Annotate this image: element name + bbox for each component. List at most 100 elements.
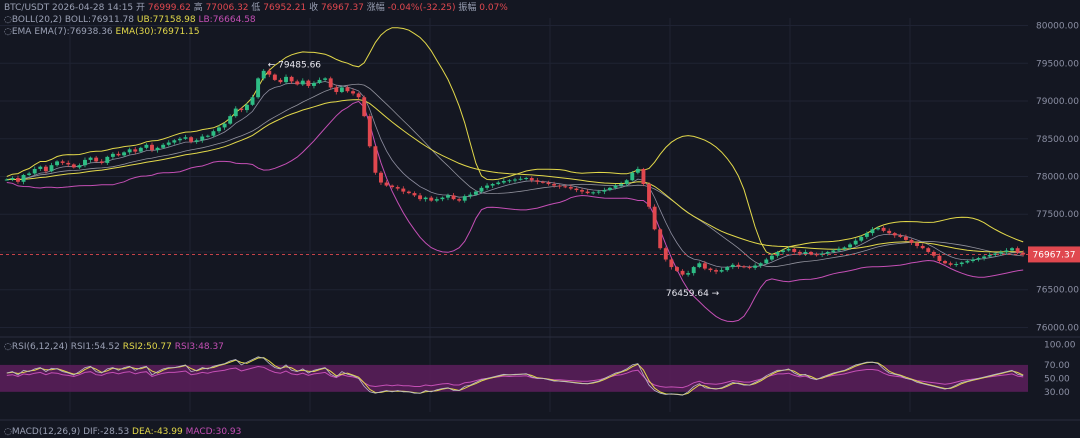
price-tick-label: 77500.00 <box>1036 210 1079 220</box>
candle-body <box>585 191 590 194</box>
candle-body <box>88 157 93 160</box>
candle-body <box>317 79 322 83</box>
candle-body <box>920 245 925 249</box>
candle-body <box>272 74 277 80</box>
candle-body <box>328 78 333 88</box>
rsi3-line <box>6 365 1024 389</box>
candle-body <box>624 180 629 185</box>
candle-body <box>267 70 272 75</box>
candle-body <box>110 153 115 157</box>
candle-body <box>736 264 741 267</box>
candle-body <box>133 149 138 152</box>
candle-body <box>94 157 99 162</box>
candle-body <box>496 182 501 185</box>
macd-legend: ◌MACD(12,26,9) DIF:-28.53 DEA:-43.99 MAC… <box>4 427 241 437</box>
candle-body <box>138 147 143 152</box>
candle-body <box>769 255 774 260</box>
price-tick-label: 76000.00 <box>1036 323 1079 333</box>
candle-body <box>501 181 506 183</box>
boll-upper-line <box>6 27 1024 255</box>
candle-body <box>529 178 534 181</box>
candle-body <box>27 173 32 175</box>
candle-body <box>898 235 903 237</box>
candle-body <box>161 144 166 148</box>
candle-body <box>451 195 456 200</box>
rsi-tick-label: 50.00 <box>1044 374 1070 384</box>
candle-body <box>406 191 411 194</box>
candle-body <box>876 227 880 230</box>
candle-body <box>568 187 573 189</box>
candle-body <box>652 206 657 230</box>
candle-body <box>758 263 763 266</box>
price-tick-label: 78500.00 <box>1036 135 1079 145</box>
candle-body <box>457 199 462 201</box>
candle-body <box>809 251 813 255</box>
candle-body <box>423 197 428 200</box>
price-tick-label: 76500.00 <box>1036 286 1079 296</box>
candle-body <box>200 136 205 141</box>
boll-mid-line <box>6 83 1024 268</box>
candle-body <box>395 187 400 189</box>
candle-body <box>278 79 283 83</box>
price-tick-label: 79000.00 <box>1036 97 1079 107</box>
price-tick-label: 79500.00 <box>1036 59 1079 69</box>
candle-body <box>507 180 512 182</box>
candle-body <box>356 93 361 98</box>
candle-body <box>602 190 607 192</box>
candle-body <box>998 251 1003 254</box>
candle-body <box>702 263 707 269</box>
candle-body <box>479 187 484 192</box>
candle-body <box>127 149 132 153</box>
candle-body <box>211 131 216 136</box>
candle-body <box>691 267 696 274</box>
candle-body <box>764 259 769 264</box>
candle-body <box>289 76 294 82</box>
candle-body <box>311 82 316 86</box>
candle-body <box>434 199 439 201</box>
candle-body <box>675 267 679 271</box>
candle-body <box>557 185 562 187</box>
candle-body <box>574 188 579 191</box>
rsi-tick-label: 100.00 <box>1044 341 1076 351</box>
candle-body <box>635 168 640 173</box>
candle-body <box>77 165 82 168</box>
candle-body <box>172 140 177 143</box>
candle-body <box>244 104 249 111</box>
candle-body <box>948 263 953 265</box>
candle-body <box>177 138 182 141</box>
candle-body <box>836 248 841 251</box>
candle-body <box>792 248 797 252</box>
candle-body <box>982 256 987 259</box>
candle-body <box>552 184 557 186</box>
candle-body <box>546 182 551 185</box>
candle-body <box>630 172 635 181</box>
candle-body <box>412 193 417 196</box>
candle-body <box>892 233 897 236</box>
candle-body <box>99 161 104 163</box>
boll-lower-line <box>6 100 1024 323</box>
candle-body <box>10 178 15 180</box>
candle-body <box>680 270 685 275</box>
price-tick-label: 78000.00 <box>1036 173 1079 183</box>
candle-body <box>1015 248 1020 253</box>
candle-body <box>60 161 65 163</box>
candle-body <box>803 251 808 254</box>
candle-body <box>189 137 194 142</box>
candle-body <box>859 236 864 241</box>
candle-body <box>993 253 998 255</box>
candle-body <box>580 190 584 192</box>
candle-body <box>658 229 663 249</box>
candle-body <box>261 70 266 79</box>
candle-body <box>591 192 596 194</box>
candle-body <box>870 229 875 234</box>
candle-body <box>32 168 37 174</box>
candle-body <box>490 184 495 186</box>
candle-body <box>166 142 171 145</box>
candle-body <box>563 186 568 188</box>
candle-body <box>49 165 54 172</box>
candle-body <box>401 188 406 192</box>
candle-body <box>345 87 350 92</box>
candle-body <box>937 255 942 262</box>
candle-body <box>513 179 517 181</box>
